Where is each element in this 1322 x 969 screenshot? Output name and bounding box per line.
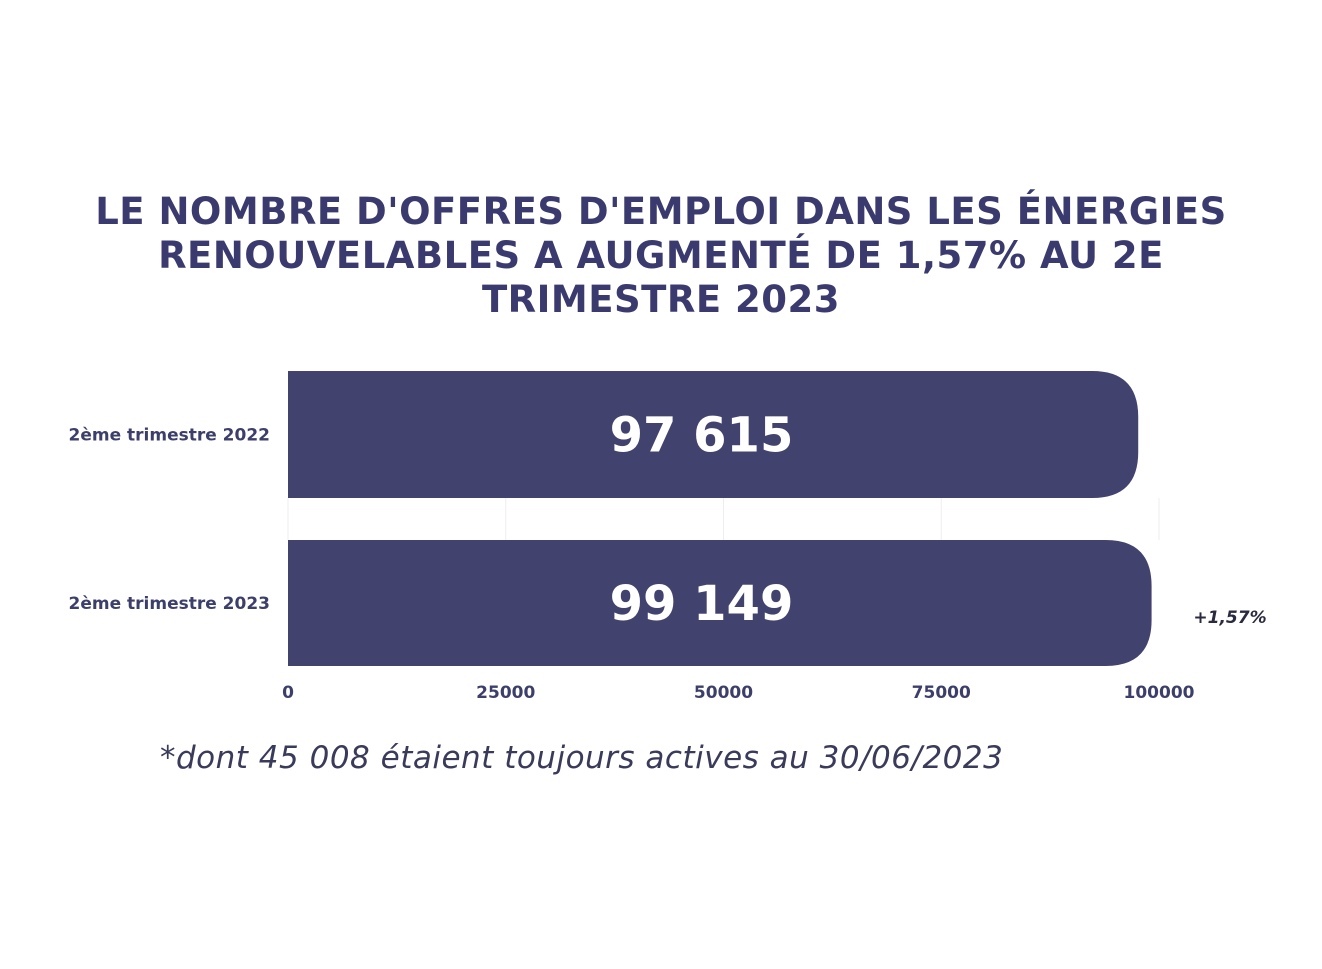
annotations: +1,57% <box>1193 608 1266 628</box>
x-tick-label: 25000 <box>476 683 535 703</box>
x-tick-label: 100000 <box>1124 683 1195 703</box>
x-tick-label: 0 <box>282 683 294 703</box>
bar <box>288 540 1152 666</box>
footnote: *dont 45 008 étaient toujours actives au… <box>160 740 1004 776</box>
category-label: 2ème trimestre 2023 <box>69 594 271 614</box>
category-labels: 2ème trimestre 2022 2ème trimestre 2023 <box>69 426 271 615</box>
bar-data-label: 97 615 <box>610 408 794 464</box>
bar-data-label: 99 149 <box>610 576 794 632</box>
x-tick-label: 75000 <box>912 683 971 703</box>
chart-title: Le nombre d'offres d'emploi dans les éne… <box>95 190 1227 321</box>
x-axis-ticks: 0 25000 50000 75000 100000 <box>282 683 1195 703</box>
growth-annotation: +1,57% <box>1193 608 1266 628</box>
category-label: 2ème trimestre 2022 <box>69 426 271 446</box>
x-tick-label: 50000 <box>694 683 753 703</box>
bar <box>288 371 1139 498</box>
gridlines <box>287 498 1160 540</box>
bars: 97 615 99 149 <box>288 371 1152 666</box>
